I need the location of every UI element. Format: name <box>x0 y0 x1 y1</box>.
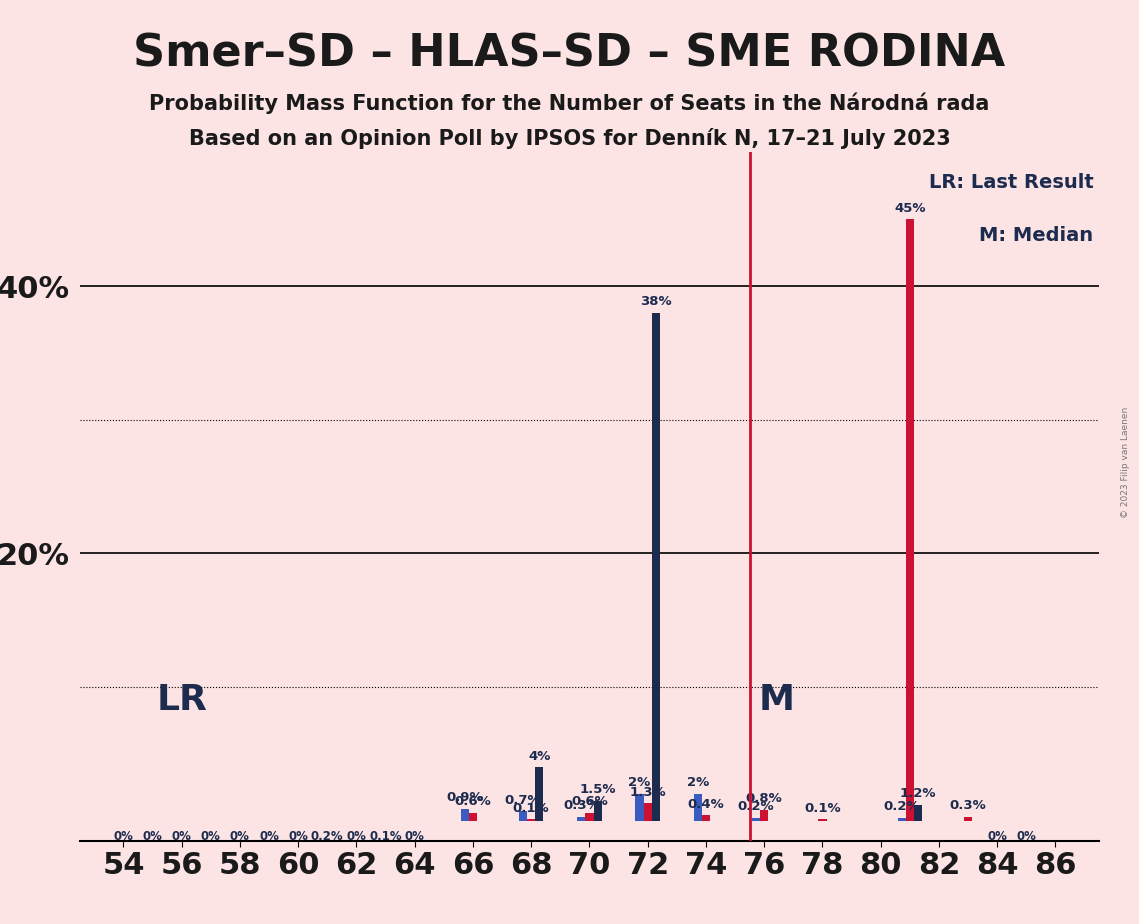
Bar <box>702 816 710 821</box>
Text: 0.9%: 0.9% <box>446 791 483 804</box>
Bar <box>913 805 923 821</box>
Text: 0%: 0% <box>230 830 249 843</box>
Text: 0.8%: 0.8% <box>746 793 782 806</box>
Text: 4%: 4% <box>528 749 550 762</box>
Text: 0.6%: 0.6% <box>454 795 491 808</box>
Bar <box>694 794 702 821</box>
Text: 0%: 0% <box>259 830 279 843</box>
Text: 2%: 2% <box>629 776 650 789</box>
Bar <box>964 817 973 821</box>
Bar <box>752 818 760 821</box>
Bar <box>585 813 593 821</box>
Bar <box>636 794 644 821</box>
Bar <box>898 818 906 821</box>
Text: 38%: 38% <box>640 295 672 309</box>
Text: 0%: 0% <box>404 830 425 843</box>
Text: 0%: 0% <box>200 830 221 843</box>
Bar <box>644 803 652 821</box>
Bar <box>760 810 769 821</box>
Text: 1.3%: 1.3% <box>630 785 666 798</box>
Text: 0.1%: 0.1% <box>369 830 402 843</box>
Text: 0%: 0% <box>114 830 133 843</box>
Text: 0.3%: 0.3% <box>950 799 986 812</box>
Text: Probability Mass Function for the Number of Seats in the Národná rada: Probability Mass Function for the Number… <box>149 92 990 114</box>
Text: 0.2%: 0.2% <box>311 830 344 843</box>
Text: 0%: 0% <box>346 830 367 843</box>
Bar <box>469 813 477 821</box>
Text: © 2023 Filip van Laenen: © 2023 Filip van Laenen <box>1121 407 1130 517</box>
Text: 0.7%: 0.7% <box>505 794 541 807</box>
Text: 0.6%: 0.6% <box>571 795 608 808</box>
Text: Based on an Opinion Poll by IPSOS for Denník N, 17–21 July 2023: Based on an Opinion Poll by IPSOS for De… <box>189 128 950 149</box>
Text: M: M <box>759 684 794 718</box>
Text: LR: Last Result: LR: Last Result <box>928 173 1093 191</box>
Text: 0%: 0% <box>988 830 1007 843</box>
Text: 0.1%: 0.1% <box>513 802 549 815</box>
Text: 0.2%: 0.2% <box>884 800 920 813</box>
Text: 1.2%: 1.2% <box>900 787 936 800</box>
Text: 0.1%: 0.1% <box>804 802 841 815</box>
Bar <box>527 820 535 821</box>
Bar <box>818 820 827 821</box>
Bar <box>652 313 659 821</box>
Text: 1.5%: 1.5% <box>580 783 616 796</box>
Bar <box>577 817 585 821</box>
Text: LR: LR <box>156 684 207 718</box>
Bar <box>535 767 543 821</box>
Text: 0%: 0% <box>288 830 309 843</box>
Text: 2%: 2% <box>687 776 708 789</box>
Bar <box>593 801 601 821</box>
Text: M: Median: M: Median <box>980 226 1093 245</box>
Bar <box>460 808 469 821</box>
Text: 0%: 0% <box>172 830 191 843</box>
Text: Smer–SD – HLAS–SD – SME RODINA: Smer–SD – HLAS–SD – SME RODINA <box>133 32 1006 76</box>
Text: 0%: 0% <box>1016 830 1036 843</box>
Text: 0.2%: 0.2% <box>738 800 775 813</box>
Text: 0.3%: 0.3% <box>563 799 599 812</box>
Text: 45%: 45% <box>894 201 926 214</box>
Text: 0%: 0% <box>142 830 163 843</box>
Bar <box>519 811 527 821</box>
Text: 0.4%: 0.4% <box>688 797 724 810</box>
Bar <box>906 219 913 821</box>
